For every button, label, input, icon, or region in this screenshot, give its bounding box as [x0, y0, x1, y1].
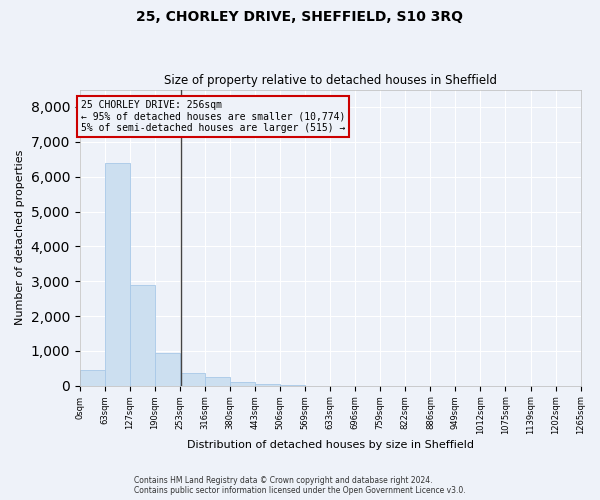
X-axis label: Distribution of detached houses by size in Sheffield: Distribution of detached houses by size …	[187, 440, 473, 450]
Text: Contains HM Land Registry data © Crown copyright and database right 2024.
Contai: Contains HM Land Registry data © Crown c…	[134, 476, 466, 495]
Bar	[105, 162, 130, 386]
Bar	[130, 284, 155, 386]
Bar	[230, 382, 255, 386]
Text: 25 CHORLEY DRIVE: 256sqm
← 95% of detached houses are smaller (10,774)
5% of sem: 25 CHORLEY DRIVE: 256sqm ← 95% of detach…	[80, 100, 345, 133]
Text: 25, CHORLEY DRIVE, SHEFFIELD, S10 3RQ: 25, CHORLEY DRIVE, SHEFFIELD, S10 3RQ	[137, 10, 464, 24]
Title: Size of property relative to detached houses in Sheffield: Size of property relative to detached ho…	[164, 74, 497, 87]
Bar	[255, 384, 280, 386]
Bar	[80, 370, 105, 386]
Bar	[180, 373, 205, 386]
Bar	[155, 352, 180, 386]
Bar	[205, 377, 230, 386]
Y-axis label: Number of detached properties: Number of detached properties	[15, 150, 25, 326]
